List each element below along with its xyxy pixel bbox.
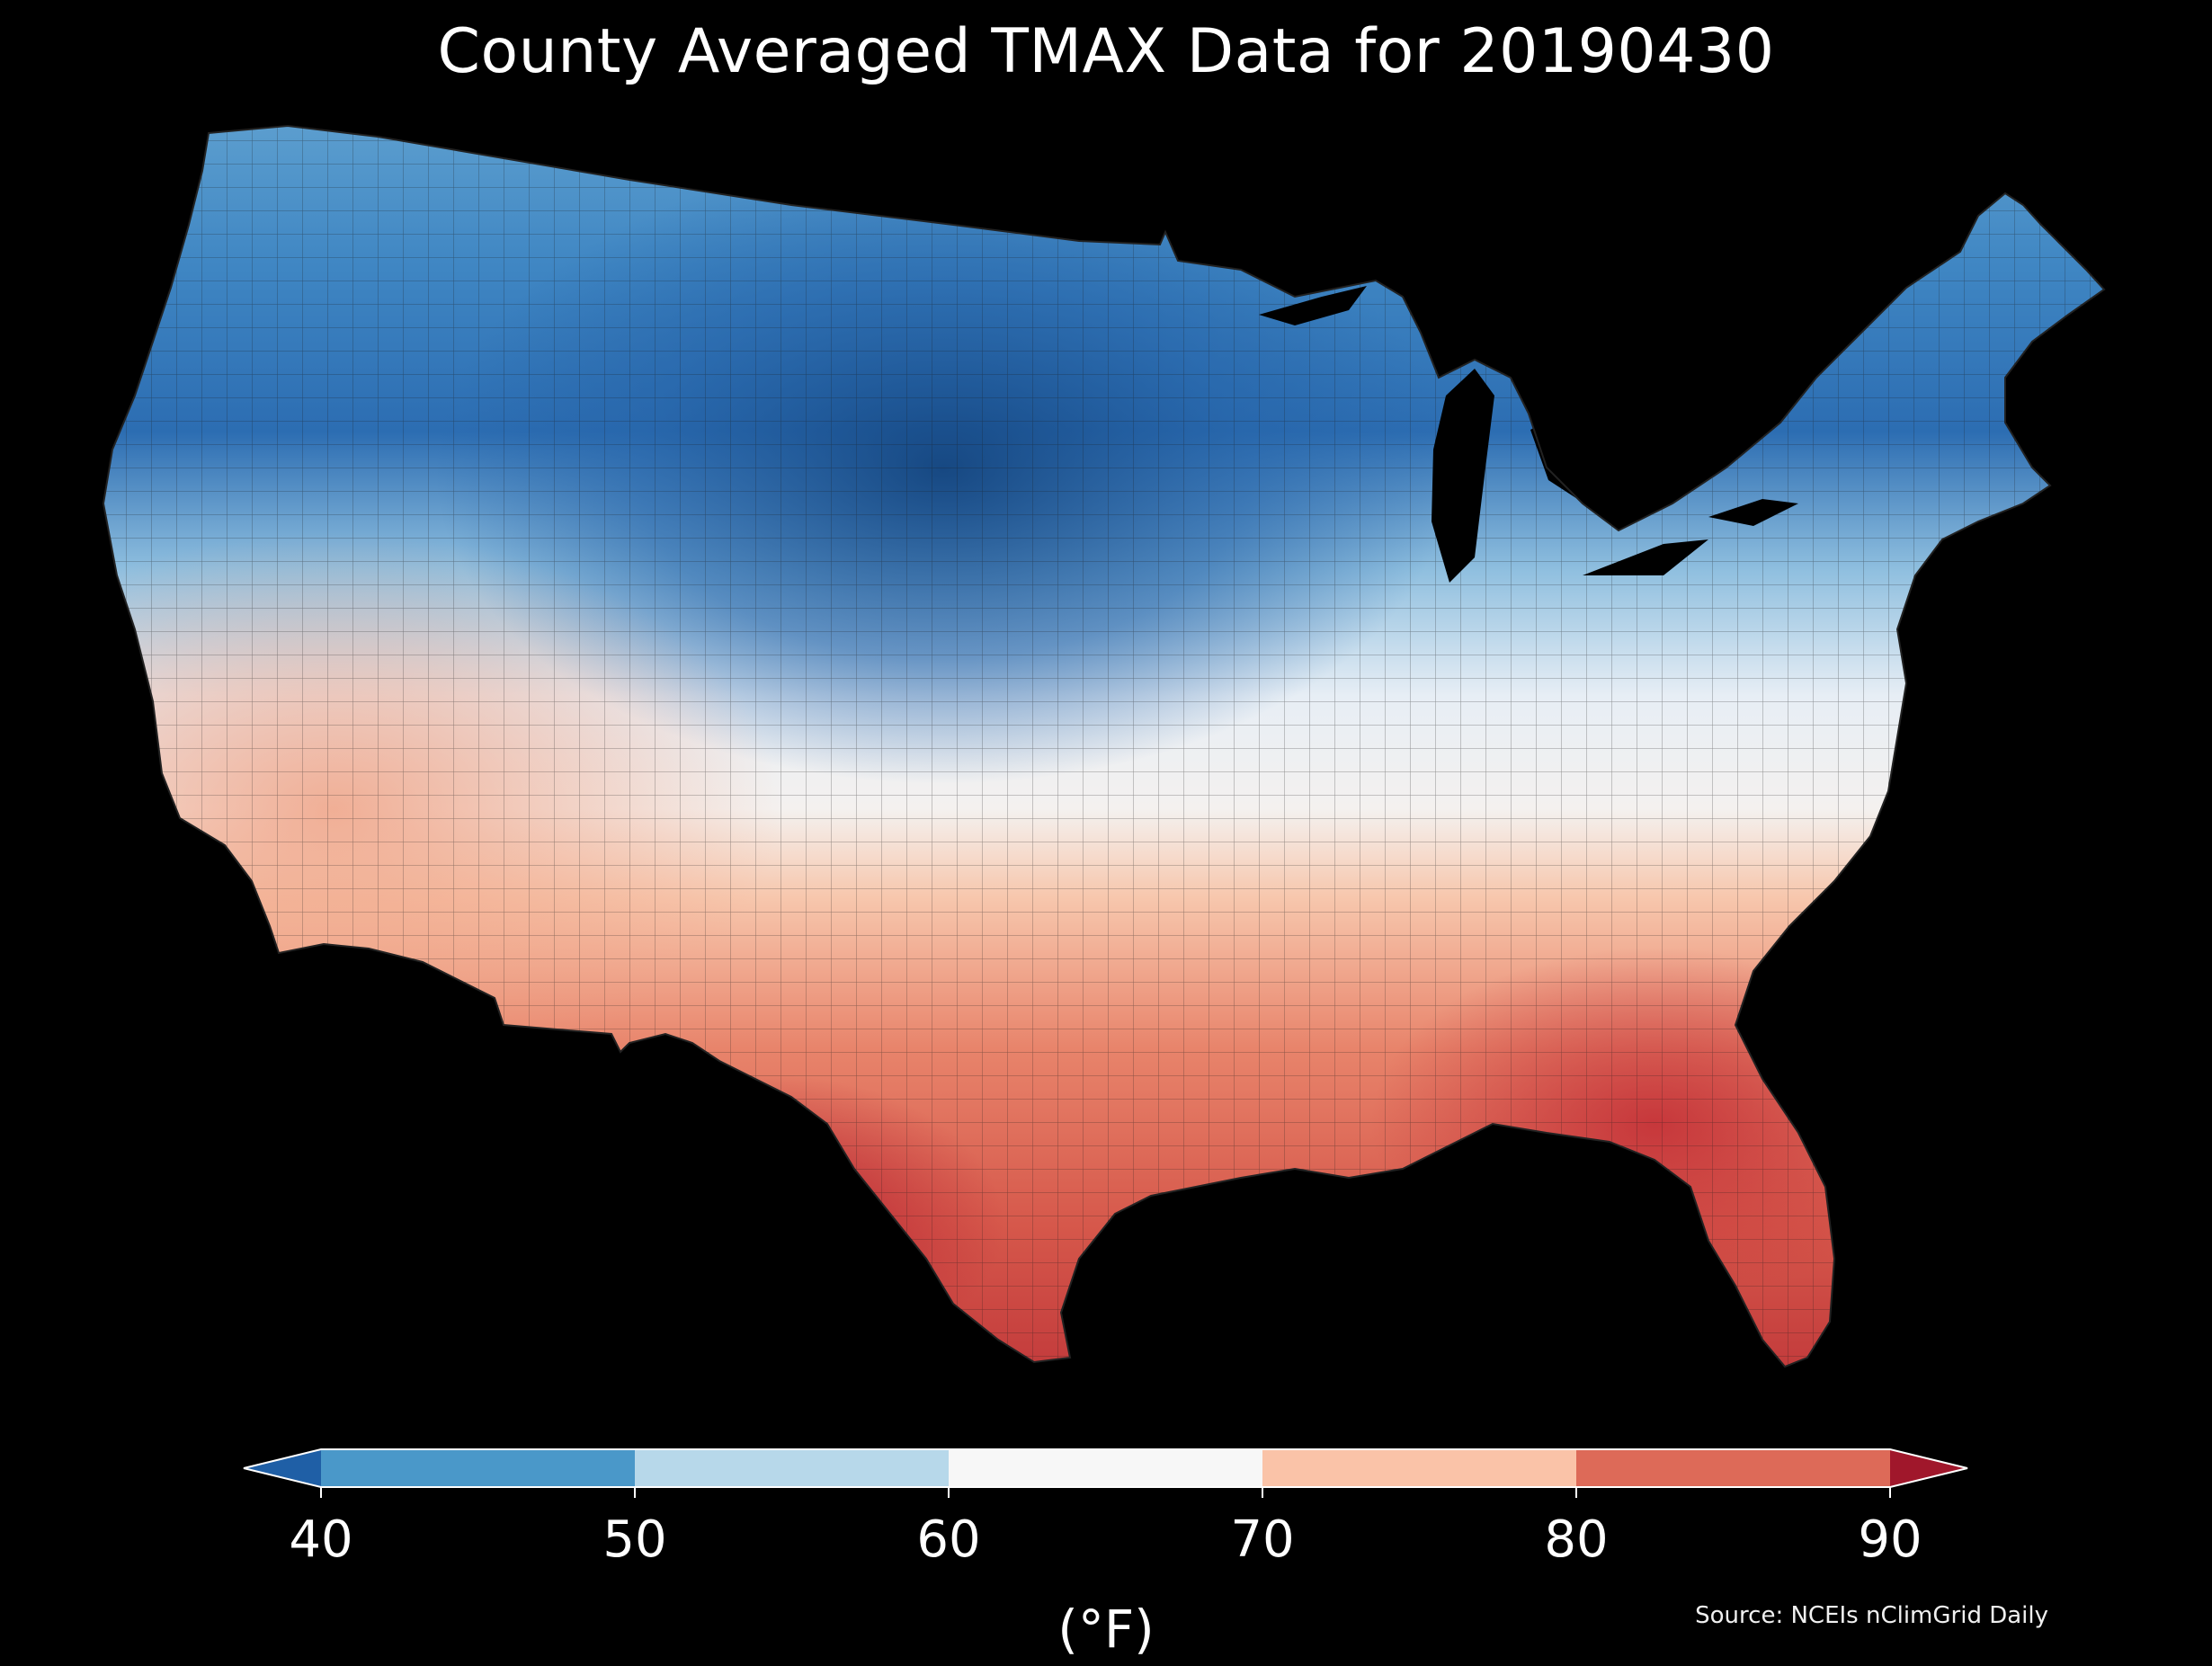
colorbar-over-extension [1890, 1449, 1967, 1487]
colorbar-bin-1 [635, 1449, 949, 1487]
tick-label-4: 80 [1544, 1510, 1609, 1569]
tick-label-0: 40 [289, 1510, 353, 1569]
units-label: (°F) [1057, 1599, 1155, 1660]
colorbar-under-extension [244, 1449, 321, 1487]
colorbar-bin-0 [321, 1449, 635, 1487]
great-lakes [1259, 286, 1798, 583]
tick-label-5: 90 [1858, 1510, 1922, 1569]
page-title: County Averaged TMAX Data for 20190430 [437, 16, 1775, 87]
tick-label-1: 50 [602, 1510, 667, 1569]
tick-label-3: 70 [1230, 1510, 1295, 1569]
colorbar-bin-3 [1262, 1449, 1576, 1487]
source-label: Source: NCEIs nClimGrid Daily [1695, 1602, 2048, 1629]
colorbar-bin-2 [949, 1449, 1262, 1487]
colorbar-bin-4 [1576, 1449, 1890, 1487]
tick-label-2: 60 [916, 1510, 981, 1569]
